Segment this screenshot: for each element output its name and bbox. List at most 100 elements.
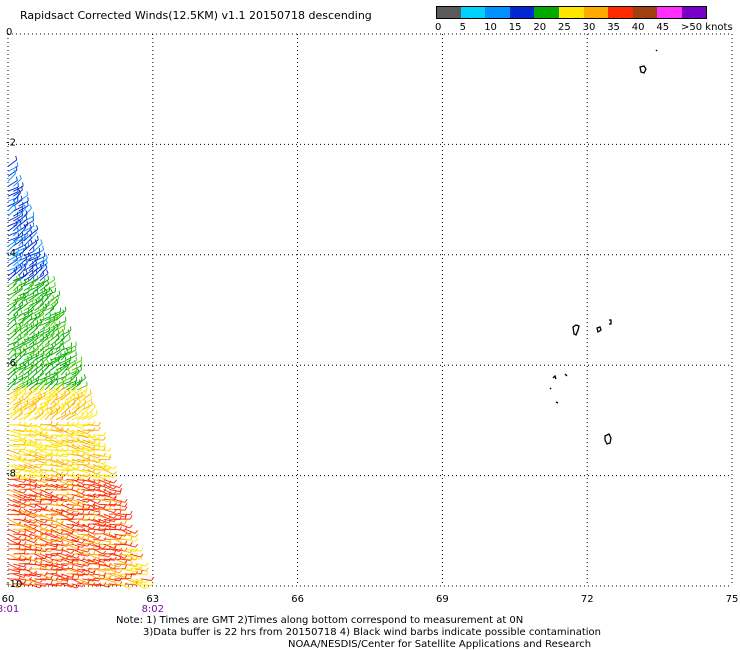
wind-barb	[29, 518, 40, 524]
wind-barb-flag	[32, 216, 34, 221]
wind-barb-flag	[55, 373, 59, 378]
wind-barb	[87, 583, 99, 587]
wind-barb-flag	[32, 341, 35, 346]
wind-barb-flag	[103, 443, 107, 448]
wind-barb-flag	[69, 385, 71, 390]
wind-barb-flag	[60, 440, 64, 445]
wind-barb-flag	[52, 330, 55, 335]
wind-barb	[50, 424, 61, 431]
wind-barb	[71, 459, 83, 463]
wind-barb	[55, 439, 67, 444]
wind-barb-flag	[59, 426, 64, 431]
wind-barb	[98, 513, 109, 520]
wind-barb-flag	[50, 288, 53, 293]
wind-barb-flag	[16, 385, 19, 390]
wind-barb	[34, 469, 46, 474]
wind-barb	[66, 483, 78, 487]
wind-barb	[23, 464, 35, 470]
wind-barb	[130, 548, 141, 552]
wind-barb-flag	[60, 474, 64, 479]
wind-barb	[92, 503, 104, 509]
wind-barb	[13, 454, 24, 460]
wind-barb-flag	[50, 348, 54, 353]
legend-label: 5	[459, 22, 466, 33]
wind-barb-flag	[25, 260, 28, 265]
wind-barb	[55, 508, 67, 513]
wind-barb-flag	[145, 571, 149, 576]
x-tick-label: 69	[436, 594, 449, 605]
wind-barb	[23, 371, 33, 381]
wind-barb-flag	[23, 580, 27, 585]
wind-barb-flag	[39, 431, 43, 436]
wind-barb	[7, 493, 19, 499]
wind-barb-flag	[60, 535, 64, 539]
wind-barb	[71, 493, 83, 499]
wind-barb-flag	[55, 544, 58, 549]
wind-barb	[28, 327, 38, 336]
wind-barb	[7, 404, 19, 411]
wind-barb-flag	[97, 471, 101, 475]
wind-barb	[76, 553, 88, 557]
wind-barb	[98, 479, 109, 485]
wind-barb	[34, 548, 46, 553]
wind-barb	[98, 498, 110, 503]
wind-barb	[13, 578, 24, 584]
wind-barb-flag	[35, 334, 39, 339]
wind-barb	[7, 173, 16, 182]
wind-barb	[108, 583, 120, 586]
wind-barb	[12, 391, 21, 401]
wind-barb	[119, 553, 131, 557]
wind-barb-flag	[119, 484, 123, 488]
wind-barb	[98, 583, 109, 588]
wind-barb	[108, 563, 120, 568]
wind-barb	[7, 346, 16, 356]
wind-barb-flag	[23, 278, 27, 283]
wind-barb-flag	[102, 550, 107, 555]
legend-swatch	[559, 6, 584, 19]
wind-barb-flag	[140, 547, 144, 552]
wind-barb-flag	[62, 344, 65, 349]
wind-barb	[23, 295, 34, 302]
wind-barb	[60, 400, 72, 406]
wind-barb	[61, 424, 73, 427]
wind-barb	[50, 454, 62, 457]
wind-barb	[23, 264, 34, 272]
wind-barb	[114, 513, 125, 518]
wind-barb-flag	[14, 329, 17, 334]
wind-barb	[66, 568, 78, 573]
wind-barb	[34, 523, 45, 530]
wind-barb	[55, 573, 66, 580]
wind-barb-flag	[35, 353, 38, 358]
wind-barb	[50, 493, 61, 500]
wind-barb	[44, 319, 55, 326]
wind-barb	[50, 568, 62, 571]
wind-barb-flag	[49, 515, 54, 520]
wind-barb-flag	[27, 355, 29, 360]
wind-barb-flag	[81, 563, 86, 568]
wind-barb-flag	[14, 319, 17, 324]
wind-barb-flag	[42, 280, 45, 285]
wind-barb	[23, 339, 34, 346]
wind-barb	[23, 220, 34, 227]
wind-barb	[29, 558, 40, 564]
wind-barb-flag	[18, 387, 22, 393]
wind-barb-flag	[53, 385, 56, 390]
wind-barb	[50, 464, 62, 468]
wind-barb	[81, 406, 91, 416]
wind-barb	[23, 434, 35, 438]
wind-barb	[108, 523, 120, 526]
wind-barb-flag	[76, 450, 80, 455]
island-outline	[572, 324, 580, 336]
wind-barb-flag	[42, 335, 45, 340]
wind-barb-flag	[28, 440, 32, 445]
wind-barb-flag	[108, 492, 112, 497]
wind-barb	[28, 439, 40, 446]
wind-barb	[23, 207, 32, 217]
wind-barb-flag	[15, 220, 18, 225]
wind-barb-flag	[92, 530, 96, 534]
wind-barb-flag	[113, 514, 117, 519]
wind-barb	[7, 583, 19, 589]
wind-barb-flag	[20, 409, 23, 414]
wind-barb	[55, 479, 67, 485]
wind-barb-flag	[76, 546, 80, 551]
